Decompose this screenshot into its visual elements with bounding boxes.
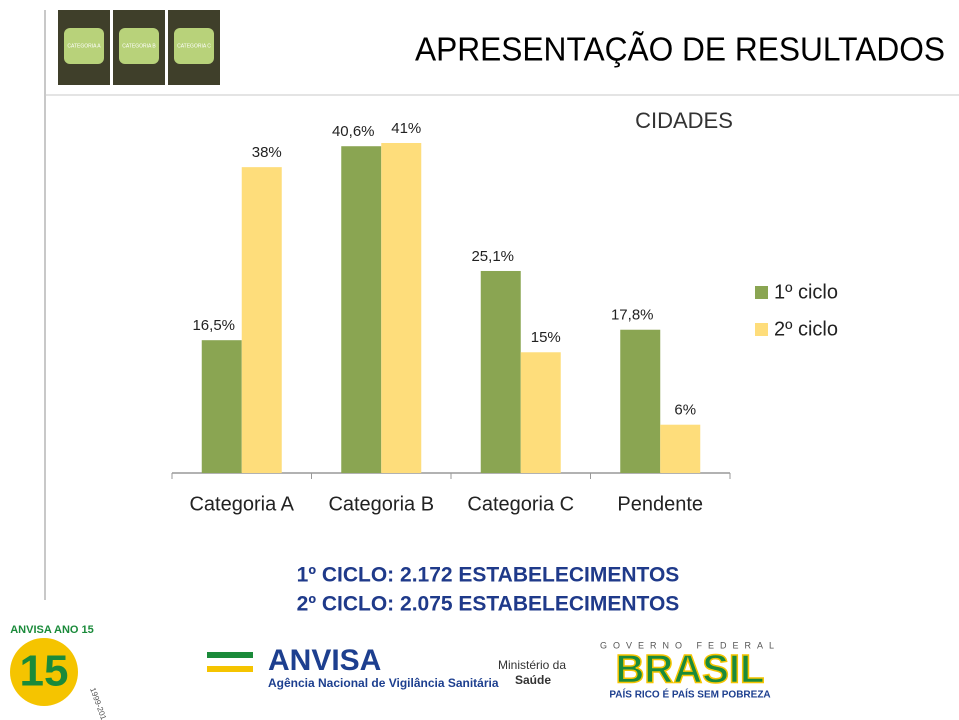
data-label: 16,5% [192, 317, 235, 334]
badge: 15 [20, 647, 69, 696]
data-label: 40,6% [332, 123, 375, 140]
slide-title: APRESENTAÇÃO DE RESULTADOS [415, 31, 945, 68]
anniversary-logo [10, 638, 78, 706]
bar [341, 146, 382, 473]
brasil: BRASIL [616, 648, 765, 692]
legend-label: 1º ciclo [774, 281, 838, 303]
data-label: 41% [391, 120, 421, 137]
bar [520, 352, 561, 473]
thumbnail-text: CATEGORIA B [122, 43, 156, 49]
data-label: 17,8% [611, 307, 654, 324]
bar [241, 167, 282, 473]
ministry: Saúde [515, 673, 551, 687]
thumbnail-badge [64, 28, 104, 64]
anvisa: ANVISA [268, 644, 381, 677]
data-label: 25,1% [471, 248, 514, 265]
bar [620, 329, 661, 473]
legend-swatch [755, 323, 768, 336]
ministry: Ministério da [498, 658, 566, 672]
x-tick-label: Categoria B [328, 493, 434, 515]
chart-title: CIDADES [635, 108, 733, 133]
bar [660, 424, 701, 473]
chart: Categoria A 16,5% 38% Categoria B 40,6% 41% Ca… [171, 120, 838, 515]
thumbnail-text: CATEGORIA A [67, 43, 101, 49]
note: 2º CICLO: 2.075 ESTABELECIMENTOS [297, 593, 680, 616]
legend-label: 2º ciclo [774, 318, 838, 340]
thumbnail-badge [174, 28, 214, 64]
bar [480, 270, 521, 473]
footer: 15 ANVISA ANO 15 1999-2014 ANVISA Agênci… [10, 624, 780, 720]
data-label: 38% [252, 144, 282, 161]
data-label: 15% [531, 329, 561, 346]
x-tick-label: Categoria A [189, 493, 294, 515]
x-tick-label: Categoria C [467, 493, 574, 515]
data-label: 6% [674, 402, 696, 419]
thumbnail-text: CATEGORIA C [177, 43, 211, 49]
note: 1º CICLO: 2.172 ESTABELECIMENTOS [297, 564, 680, 587]
bar [201, 340, 242, 473]
thumbnails: CATEGORIA A CATEGORIA B CATEGORIA C [58, 10, 220, 85]
anvisa-mark [207, 652, 253, 658]
anniversary: ANVISA ANO 15 [10, 624, 94, 636]
anvisa-full: Agência Nacional de Vigilância Sanitária [268, 676, 499, 690]
x-tick-label: Pendente [617, 493, 703, 515]
legend-swatch [755, 286, 768, 299]
years: 1999-2014 [88, 686, 110, 720]
gov: GOVERNO FEDERAL [600, 640, 780, 650]
thumbnail-badge [119, 28, 159, 64]
anvisa-mark [207, 666, 253, 672]
bar [381, 143, 422, 473]
slogan: PAÍS RICO É PAÍS SEM POBREZA [609, 688, 770, 701]
